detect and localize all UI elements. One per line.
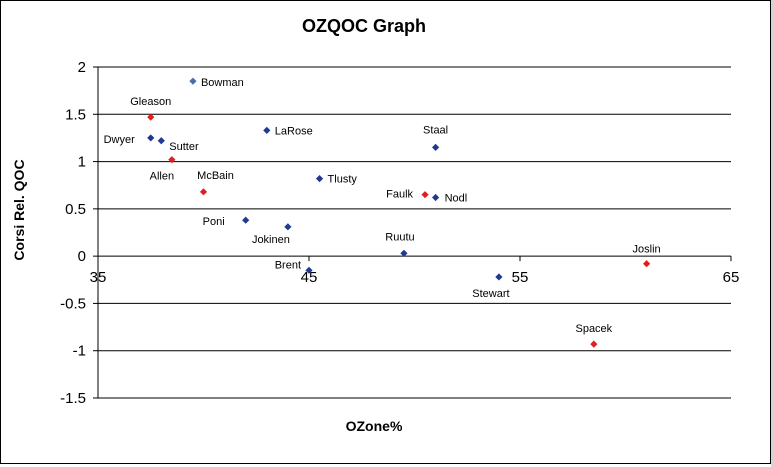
y-tick-label: 2 [78, 59, 86, 76]
data-point [421, 191, 429, 199]
data-point [432, 193, 440, 202]
data-point [315, 174, 324, 183]
y-tick-label: 1 [78, 154, 86, 171]
data-point [168, 156, 176, 164]
x-tick-label: 35 [90, 269, 107, 286]
chart-title: OZQOC Graph [301, 16, 426, 36]
x-tick-label: 45 [301, 269, 318, 286]
point-label: Spacek [575, 323, 612, 335]
data-point [147, 134, 155, 142]
point-label: Nodl [445, 193, 468, 205]
point-label: Ruutu [385, 231, 414, 243]
y-tick-label: -1 [73, 343, 86, 360]
x-axis-label: OZone% [345, 418, 403, 434]
data-point [643, 260, 651, 268]
y-tick-label: 0.5 [65, 201, 86, 218]
point-label: Gleason [130, 96, 171, 108]
x-tick-label: 55 [512, 269, 529, 286]
data-point [263, 126, 271, 134]
point-label: Dwyer [104, 134, 136, 146]
data-point [242, 216, 250, 224]
y-tick-label: 0 [78, 248, 86, 265]
y-tick-label: 1.5 [65, 106, 86, 123]
point-label: LaRose [275, 125, 313, 137]
point-label: Jokinen [252, 234, 290, 246]
point-label: Poni [203, 216, 225, 228]
point-label: Faulk [386, 189, 413, 201]
data-point [199, 188, 208, 196]
point-label: Tlusty [328, 174, 358, 186]
data-point [189, 77, 197, 85]
data-point [284, 223, 292, 231]
data-point [590, 340, 598, 348]
y-tick-label: -0.5 [60, 295, 86, 312]
point-label: Brent [275, 259, 301, 271]
data-point [432, 143, 440, 151]
data-point [400, 249, 408, 257]
point-label: Allen [150, 171, 174, 183]
point-label: McBain [197, 170, 234, 182]
data-point [147, 113, 155, 121]
data-point [305, 266, 313, 274]
point-label: Sutter [169, 141, 199, 153]
data-point [495, 273, 503, 281]
point-label: Joslin [633, 244, 661, 256]
point-label: Stewart [472, 288, 509, 300]
point-label: Bowman [201, 77, 244, 89]
point-label: Staal [423, 124, 448, 136]
window-edge [771, 0, 774, 467]
x-tick-label: 65 [723, 269, 740, 286]
y-tick-label: -1.5 [60, 390, 86, 407]
data-point [157, 137, 165, 145]
